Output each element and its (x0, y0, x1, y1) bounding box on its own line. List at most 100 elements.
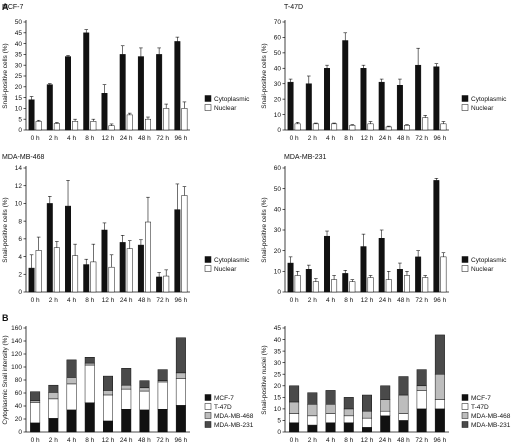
y-tick-label: 0 (277, 127, 281, 134)
x-tick-label: 8 h (85, 135, 94, 142)
chart-1: MCF-7 Snail-positive cells (%) 0 5 10 15 20 25 3… (2, 4, 250, 142)
bar-mcf-7 (343, 422, 354, 433)
legend-label: Nuclear (471, 266, 494, 273)
bar-nuclear (163, 108, 170, 131)
y-tick-label: 15 (274, 395, 282, 402)
chart-title: MCF-7 (2, 4, 23, 11)
bar-nuclear (385, 279, 392, 293)
bar-nuclear (108, 266, 115, 293)
bar-cytoplasmic (305, 83, 312, 131)
x-tick-label: 2 h (49, 437, 58, 444)
y-tick-label: 60 (274, 35, 282, 42)
bar-cytoplasmic (342, 273, 349, 293)
bar-mcf-7 (121, 409, 132, 433)
bar-nuclear (53, 247, 60, 293)
y-tick-label: 40 (15, 41, 23, 48)
legend-swatch (204, 256, 212, 263)
x-tick-label: 2 h (49, 135, 58, 142)
y-tick-label: 10 (274, 269, 282, 276)
x-tick-label: 4 h (326, 437, 335, 444)
legend-swatch (461, 256, 469, 263)
legend-label: Nuclear (214, 105, 237, 112)
x-tick-label: 12 h (102, 297, 115, 304)
bar-t-47d (157, 381, 168, 410)
x-tick-label: 4 h (326, 135, 335, 142)
bar-nuclear (367, 277, 374, 293)
bar-nuclear (35, 250, 42, 293)
x-tick-label: 24 h (120, 135, 133, 142)
bar-t-47d (289, 413, 300, 424)
y-tick-label: 60 (274, 165, 282, 172)
bar-mda-mb-468 (325, 404, 336, 414)
bar-mcf-7 (416, 408, 427, 433)
bar-mda-mb-468 (30, 400, 41, 403)
x-tick-label: 2 h (308, 437, 317, 444)
bar-cytoplasmic (119, 54, 126, 131)
x-tick-label: 96 h (434, 437, 447, 444)
bar-nuclear (349, 281, 356, 293)
x-tick-label: 0 h (290, 135, 299, 142)
y-tick-label: 35 (274, 348, 282, 355)
bar-cytoplasmic (101, 229, 108, 293)
y-axis-label: Snail-positive nuclei (%) (261, 345, 268, 414)
y-tick-label: 0 (18, 289, 22, 296)
bar-mda-mb-468 (289, 401, 300, 414)
bar-t-47d (48, 398, 59, 419)
chart-title: MDA-MB-468 (2, 154, 45, 161)
bar-mda-mb-231 (84, 357, 95, 364)
bar-nuclear (90, 121, 97, 131)
bar-mda-mb-231 (103, 375, 113, 391)
y-tick-label: 20 (15, 84, 23, 91)
y-axis-label: Snail-positive cells (%) (2, 197, 9, 262)
bar-mda-mb-231 (175, 337, 186, 374)
bar-nuclear (53, 123, 60, 131)
bar-mda-mb-468 (307, 404, 318, 417)
bar-cytoplasmic (378, 81, 385, 131)
y-tick-label: 4 (18, 254, 22, 261)
legend-swatch (461, 394, 469, 401)
x-tick-label: 96 h (175, 297, 188, 304)
x-tick-label: 24 h (120, 297, 133, 304)
bar-cytoplasmic (360, 246, 367, 293)
x-tick-label: 0 h (31, 297, 40, 304)
y-tick-label: 0 (277, 289, 281, 296)
x-tick-label: 48 h (397, 297, 410, 304)
bar-cytoplasmic (378, 238, 385, 293)
bar-mda-mb-231 (48, 384, 59, 393)
x-tick-label: 48 h (397, 437, 410, 444)
bar-mcf-7 (157, 409, 168, 433)
bar-cytoplasmic (156, 276, 163, 293)
bar-mda-mb-468 (121, 384, 132, 390)
bar-mda-mb-468 (175, 372, 186, 379)
section-b-label: B (2, 313, 9, 323)
bar-cytoplasmic (83, 32, 90, 131)
bar-nuclear (312, 123, 319, 131)
bar-cytoplasmic (287, 262, 294, 293)
bar-mda-mb-231 (434, 334, 445, 375)
y-tick-label: 100 (11, 364, 22, 371)
y-tick-label: 80 (15, 377, 23, 384)
bar-mcf-7 (380, 415, 391, 433)
y-tick-label: 45 (274, 325, 282, 332)
x-tick-label: 24 h (120, 437, 133, 444)
bar-mda-mb-231 (157, 369, 168, 381)
x-tick-label: 0 h (290, 297, 299, 304)
bar-cytoplasmic (46, 203, 53, 293)
bar-cytoplasmic (137, 244, 144, 293)
x-tick-label: 8 h (344, 437, 353, 444)
bar-nuclear (90, 261, 97, 293)
bar-cytoplasmic (46, 84, 53, 131)
x-tick-label: 0 h (290, 437, 299, 444)
bar-nuclear (294, 275, 301, 293)
chart-3: MDA-MB-468 Snail-positive cells (%) 0 2 4 6 8 1… (2, 154, 250, 304)
legend-label: T-47D (214, 404, 232, 411)
legend-swatch (461, 421, 469, 428)
legend-swatch (204, 394, 212, 401)
bar-mda-mb-231 (307, 392, 318, 405)
bar-nuclear (181, 195, 188, 293)
bar-t-47d (66, 383, 77, 411)
legend-label: MDA-MB-231 (214, 422, 254, 429)
chart-5: Cytoplasmic Snail intensity (%) 0 20 40 60 80… (2, 325, 254, 444)
